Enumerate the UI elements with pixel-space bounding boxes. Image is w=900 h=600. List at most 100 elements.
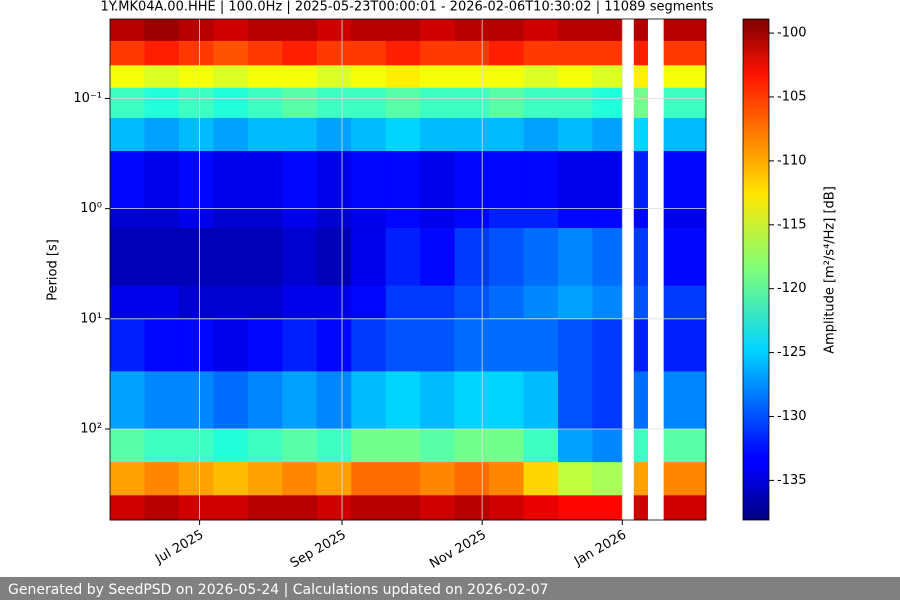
cell <box>110 117 145 152</box>
cell <box>247 285 283 320</box>
cell <box>144 65 180 89</box>
cell <box>282 19 318 42</box>
cell <box>247 371 283 430</box>
cell <box>633 117 648 152</box>
cell <box>523 40 559 66</box>
cell <box>282 87 318 119</box>
cell <box>316 208 352 229</box>
x-tick-label: Sep 2025 <box>288 528 349 572</box>
cell <box>420 87 455 119</box>
cell <box>557 371 593 430</box>
cell <box>592 285 623 320</box>
x-tick-label: Jul 2025 <box>152 528 206 568</box>
cell <box>557 228 593 287</box>
cell <box>489 371 524 430</box>
cell <box>420 495 455 521</box>
cell <box>523 65 559 89</box>
colorbar <box>742 18 770 521</box>
cell <box>144 428 180 463</box>
cell <box>454 428 490 463</box>
cell <box>489 495 524 521</box>
cell <box>523 318 559 372</box>
cell <box>213 285 249 320</box>
cell <box>523 371 559 430</box>
y-axis-label: Period [s] <box>46 239 61 301</box>
cell <box>213 151 249 210</box>
cell <box>592 87 623 119</box>
cell <box>557 151 593 210</box>
cell <box>110 151 145 210</box>
cell <box>282 208 318 229</box>
cell <box>351 40 387 66</box>
cell <box>489 318 524 372</box>
cell <box>247 117 283 152</box>
cell <box>663 87 707 119</box>
cell <box>144 117 180 152</box>
cell <box>144 371 180 430</box>
cell <box>110 371 145 430</box>
cell <box>420 19 455 42</box>
cell <box>557 208 593 229</box>
cell <box>213 428 249 463</box>
cell <box>385 462 421 496</box>
cell <box>247 151 283 210</box>
cell <box>663 495 707 521</box>
footer-bar <box>0 577 900 600</box>
cell <box>663 19 707 42</box>
cell <box>178 65 214 89</box>
cell <box>523 19 559 42</box>
cell <box>420 371 455 430</box>
cell <box>213 19 249 42</box>
cell <box>663 371 707 430</box>
colorbar-tick-label: -135 <box>777 473 807 488</box>
cell <box>557 462 593 496</box>
y-tick-label: 10⁰ <box>80 201 102 216</box>
cell <box>316 87 352 119</box>
cell <box>213 208 249 229</box>
colorbar-tick-label: -115 <box>777 217 807 232</box>
cell <box>454 87 490 119</box>
colorbar-tick-label: -120 <box>777 281 807 296</box>
cell <box>178 495 214 521</box>
cell <box>489 428 524 463</box>
cell <box>489 285 524 320</box>
cell <box>110 208 145 229</box>
cell <box>557 19 593 42</box>
cell <box>144 19 180 42</box>
cell <box>592 40 623 66</box>
cell <box>523 228 559 287</box>
cell <box>663 462 707 496</box>
cell <box>489 117 524 152</box>
cell <box>144 40 180 66</box>
cell <box>454 19 490 42</box>
cell <box>592 19 623 42</box>
plot <box>110 19 707 521</box>
cell <box>385 428 421 463</box>
cell <box>454 228 490 287</box>
cell <box>213 228 249 287</box>
cell <box>385 151 421 210</box>
cell <box>454 285 490 320</box>
cell <box>110 19 145 42</box>
cell <box>144 208 180 229</box>
cell <box>144 495 180 521</box>
cell <box>351 318 387 372</box>
cell <box>351 428 387 463</box>
colorbar-tick-label: -105 <box>777 89 807 104</box>
cell <box>633 87 648 119</box>
cell <box>489 40 524 66</box>
colorbar-tick-label: -110 <box>777 153 807 168</box>
cell <box>144 462 180 496</box>
cell <box>351 208 387 229</box>
cell <box>385 495 421 521</box>
cell <box>213 495 249 521</box>
cell <box>420 208 455 229</box>
cell <box>213 371 249 430</box>
cell <box>523 117 559 152</box>
cell <box>110 285 145 320</box>
cell <box>282 117 318 152</box>
cell <box>557 428 593 463</box>
cell <box>557 318 593 372</box>
cell <box>178 428 214 463</box>
